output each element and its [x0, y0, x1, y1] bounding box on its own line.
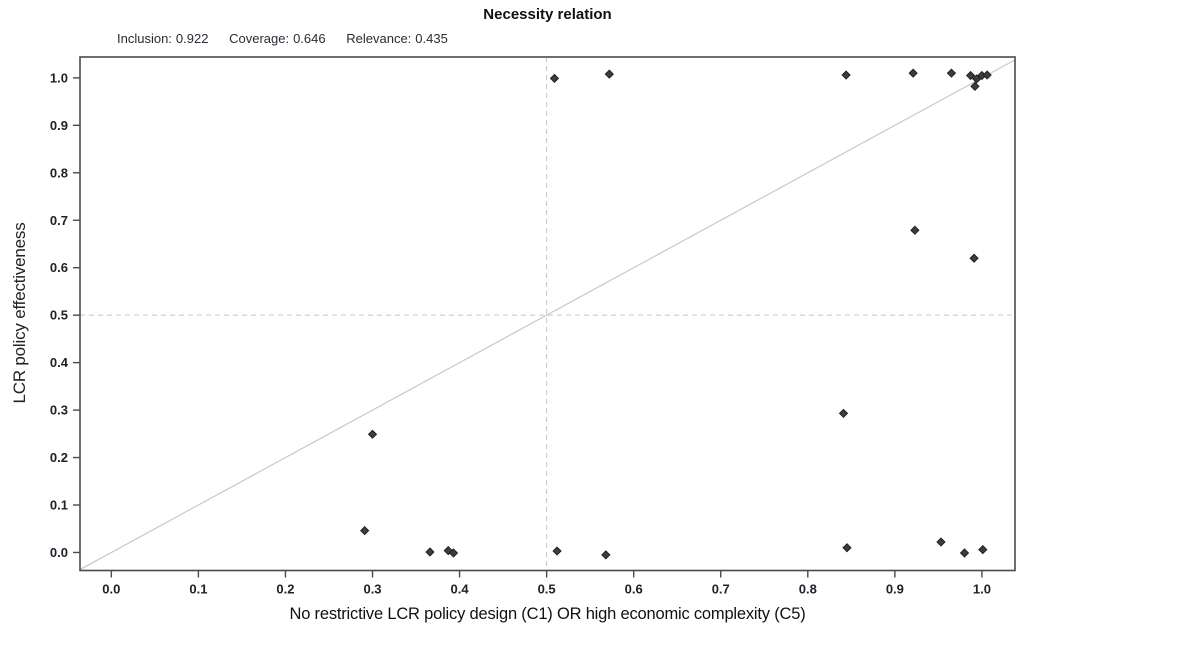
data-point: [842, 543, 852, 553]
x-tick-label: 0.6: [625, 582, 643, 597]
data-point: [936, 537, 946, 547]
chart-title: Necessity relation: [483, 6, 612, 23]
data-point: [910, 225, 920, 235]
relevance-value: 0.435: [415, 31, 448, 46]
data-point: [601, 550, 611, 560]
plot-frame: [79, 56, 1016, 572]
data-point: [908, 68, 918, 78]
data-point: [965, 70, 976, 81]
coverage-stat: Coverage: 0.646: [229, 31, 326, 46]
y-tick-label: 0.8: [50, 165, 68, 180]
y-tick-label: 0.9: [50, 118, 68, 133]
x-tick-label: 0.2: [276, 582, 294, 597]
x-tick-label: 0.9: [886, 582, 904, 597]
data-point: [552, 546, 562, 556]
data-point: [838, 408, 849, 419]
y-tick-label: 0.7: [50, 213, 68, 228]
data-point: [425, 547, 435, 557]
relevance-label: Relevance:: [346, 31, 412, 46]
x-axis-label: No restrictive LCR policy design (C1) OR…: [289, 605, 806, 623]
data-point: [549, 73, 560, 83]
x-tick-label: 0.8: [799, 582, 817, 597]
inclusion-value: 0.922: [175, 31, 209, 46]
x-tick-label: 0.0: [102, 582, 120, 597]
data-point: [604, 69, 614, 79]
x-tick-label: 0.5: [538, 582, 556, 597]
y-tick-label: 0.2: [50, 450, 68, 465]
data-point: [448, 548, 459, 558]
y-tick-label: 0.1: [50, 498, 68, 513]
x-tick-label: 0.3: [363, 582, 381, 597]
inclusion-stat: Inclusion: 0.922: [117, 31, 208, 46]
y-tick-label: 0.4: [50, 355, 69, 370]
y-tick-label: 0.0: [50, 545, 68, 560]
coverage-label: Coverage:: [229, 31, 290, 46]
x-tick-label: 0.1: [189, 582, 207, 597]
y-tick-label: 1.0: [50, 70, 68, 85]
data-point: [970, 81, 980, 92]
data-point: [959, 548, 970, 558]
x-tick-label: 0.7: [712, 582, 730, 597]
data-point: [946, 68, 957, 78]
fit-statistics: Inclusion: 0.922 Coverage: 0.646 Relevance…: [117, 31, 465, 46]
data-point: [978, 544, 988, 555]
diagonal-reference-line: [79, 59, 1016, 571]
data-point: [360, 525, 370, 536]
y-axis-label: LCR policy effectiveness: [10, 222, 29, 404]
inclusion-label: Inclusion:: [117, 31, 172, 46]
data-point: [969, 253, 979, 263]
relevance-stat: Relevance: 0.435: [346, 31, 448, 46]
data-point: [841, 70, 851, 80]
coverage-value: 0.646: [293, 31, 326, 46]
y-tick-label: 0.3: [50, 403, 68, 418]
x-tick-label: 1.0: [973, 582, 991, 597]
data-point: [982, 70, 992, 80]
y-tick-label: 0.6: [50, 260, 68, 275]
data-point: [367, 429, 378, 439]
y-tick-label: 0.5: [50, 308, 68, 323]
x-tick-label: 0.4: [451, 582, 470, 597]
